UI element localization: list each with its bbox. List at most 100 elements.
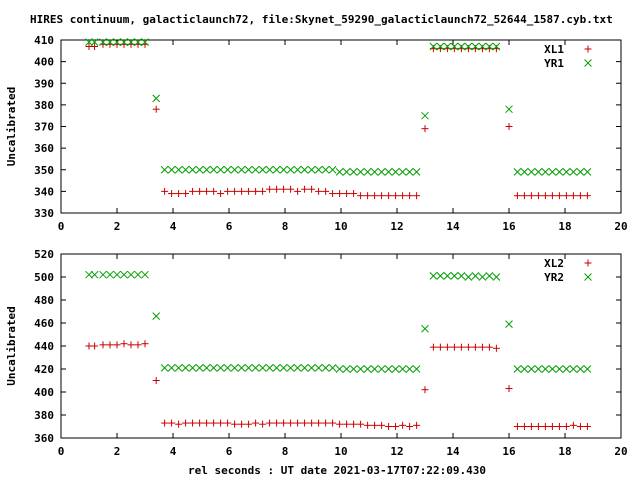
data-point (106, 270, 114, 279)
data-point (478, 42, 487, 51)
data-point (175, 420, 183, 428)
data-point (436, 271, 445, 280)
data-point (188, 165, 197, 174)
plot-frame (60, 39, 622, 214)
data-point (134, 38, 142, 47)
legend-marker (584, 59, 592, 67)
data-point (385, 423, 393, 430)
data-point (314, 165, 323, 174)
y-tick-label: 380 (34, 99, 54, 112)
data-point (152, 94, 161, 103)
data-point (450, 42, 459, 51)
legend-label: XL2 (544, 257, 564, 270)
data-point (471, 271, 480, 280)
data-point (541, 168, 550, 176)
x-tick-label: 0 (58, 220, 65, 233)
y-tick-label: 330 (34, 207, 54, 220)
data-point (583, 423, 591, 430)
data-point (370, 168, 379, 176)
data-point (245, 187, 253, 195)
data-point (244, 165, 253, 174)
data-point (189, 419, 197, 427)
legend-marker (584, 259, 592, 267)
data-point (188, 363, 197, 372)
data-point (280, 419, 288, 427)
legend-label: XL1 (544, 43, 564, 56)
x-tick-label: 10 (334, 445, 347, 458)
data-point (287, 419, 295, 427)
data-point (555, 423, 563, 430)
data-point (272, 165, 281, 174)
data-point (293, 363, 302, 372)
data-point (182, 190, 190, 198)
data-point (555, 168, 564, 176)
data-point (266, 185, 274, 193)
data-point (377, 365, 386, 373)
data-point (583, 365, 592, 373)
data-point (336, 190, 344, 198)
data-point (223, 363, 232, 372)
x-tick-label: 2 (114, 445, 121, 458)
x-tick-label: 20 (614, 445, 627, 458)
data-point (315, 419, 323, 427)
x-tick-label: 18 (558, 445, 571, 458)
data-point (384, 365, 393, 373)
data-point (141, 270, 149, 279)
data-point (562, 192, 570, 200)
y-axis-label: Uncalibrated (5, 87, 18, 166)
data-point (520, 365, 529, 373)
data-point (391, 168, 400, 176)
data-point (203, 187, 211, 195)
data-point (398, 365, 407, 373)
data-point (436, 343, 444, 351)
y-tick-label: 360 (34, 142, 54, 155)
data-point (576, 192, 584, 200)
data-point (413, 421, 421, 429)
data-point (231, 420, 239, 428)
data-point (492, 42, 501, 51)
data-point (230, 165, 239, 174)
data-point (322, 187, 330, 195)
data-point (286, 165, 295, 174)
y-tick-label: 460 (34, 317, 54, 330)
data-point (363, 168, 372, 176)
data-point (406, 192, 414, 200)
x-tick-label: 0 (58, 445, 65, 458)
data-point (464, 343, 472, 351)
x-tick-label: 2 (114, 220, 121, 233)
data-point (492, 273, 501, 281)
data-point (405, 365, 414, 373)
y-tick-label: 360 (34, 432, 54, 445)
y-tick-label: 400 (34, 56, 54, 69)
data-point (429, 343, 437, 351)
data-point (527, 192, 535, 200)
data-point (398, 168, 407, 176)
axis-ticks (60, 39, 622, 214)
data-point (251, 165, 260, 174)
data-point (167, 363, 176, 372)
data-point (301, 185, 309, 193)
data-point (196, 187, 204, 195)
data-point (294, 419, 302, 427)
data-point (505, 123, 513, 130)
data-point (161, 187, 169, 195)
data-point (224, 419, 232, 427)
data-point (527, 365, 536, 373)
data-point (478, 343, 486, 351)
data-point (99, 341, 107, 349)
data-point (513, 168, 522, 176)
x-tick-label: 4 (170, 445, 177, 458)
x-tick-label: 8 (282, 445, 289, 458)
y-tick-label: 440 (34, 340, 54, 353)
data-point (520, 168, 529, 176)
data-point (378, 192, 386, 200)
chart-panel-2: 0 2 4 6 8 10 12 14 16 18 20 360 380 400 420 440 460 480 50… (5, 248, 628, 458)
data-point (279, 363, 288, 372)
x-tick-label: 16 (502, 220, 516, 233)
data-point (562, 168, 571, 176)
data-point (152, 312, 161, 320)
data-point (195, 165, 204, 174)
data-point (335, 168, 344, 176)
data-point (273, 185, 281, 193)
data-point (370, 365, 379, 373)
